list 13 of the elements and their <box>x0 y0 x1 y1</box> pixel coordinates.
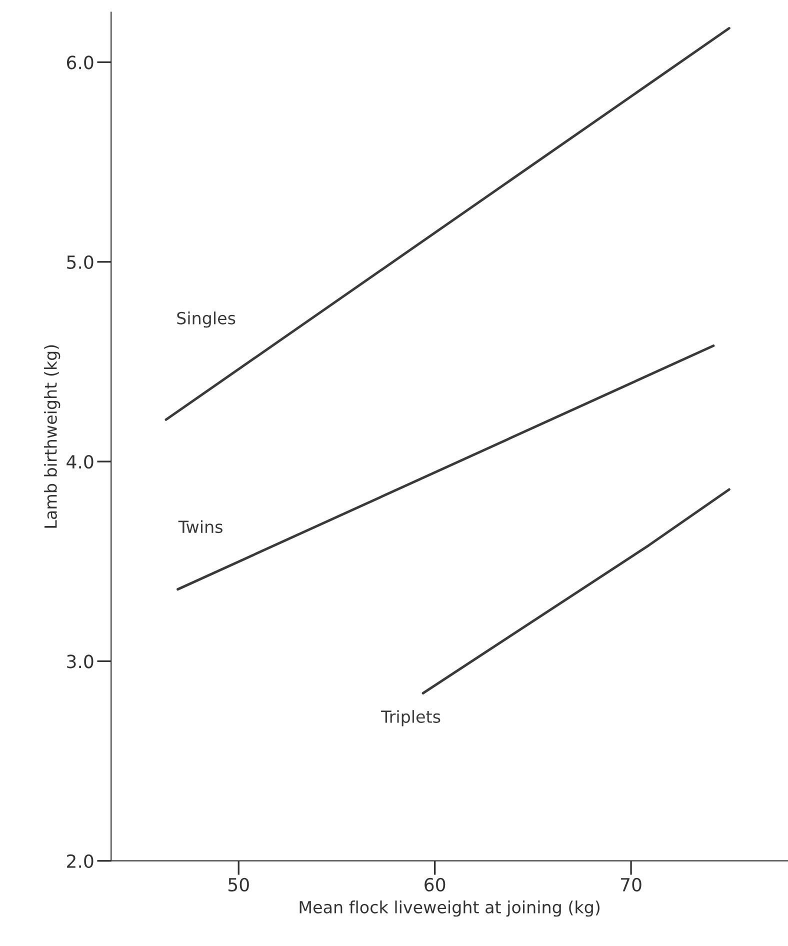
y-axis-title: Lamb birthweight (kg) <box>44 345 60 528</box>
x-tick-label: 70 <box>621 878 642 892</box>
y-tick-label: 2.0 <box>67 854 94 868</box>
series-label: Triplets <box>381 710 440 726</box>
y-tick-label: 5.0 <box>67 255 94 269</box>
x-axis-title: Mean flock liveweight at joining (kg) <box>300 900 600 917</box>
text: Singles <box>177 312 236 328</box>
series-label: Twins <box>178 520 222 534</box>
y-tick-label: 4.0 <box>66 454 94 469</box>
y-tick-label: 6.0 <box>66 56 94 70</box>
x-tick-label: 60 <box>424 878 446 892</box>
x-tick-label: 50 <box>228 878 249 892</box>
y-tick-label: 3.0 <box>67 654 94 668</box>
